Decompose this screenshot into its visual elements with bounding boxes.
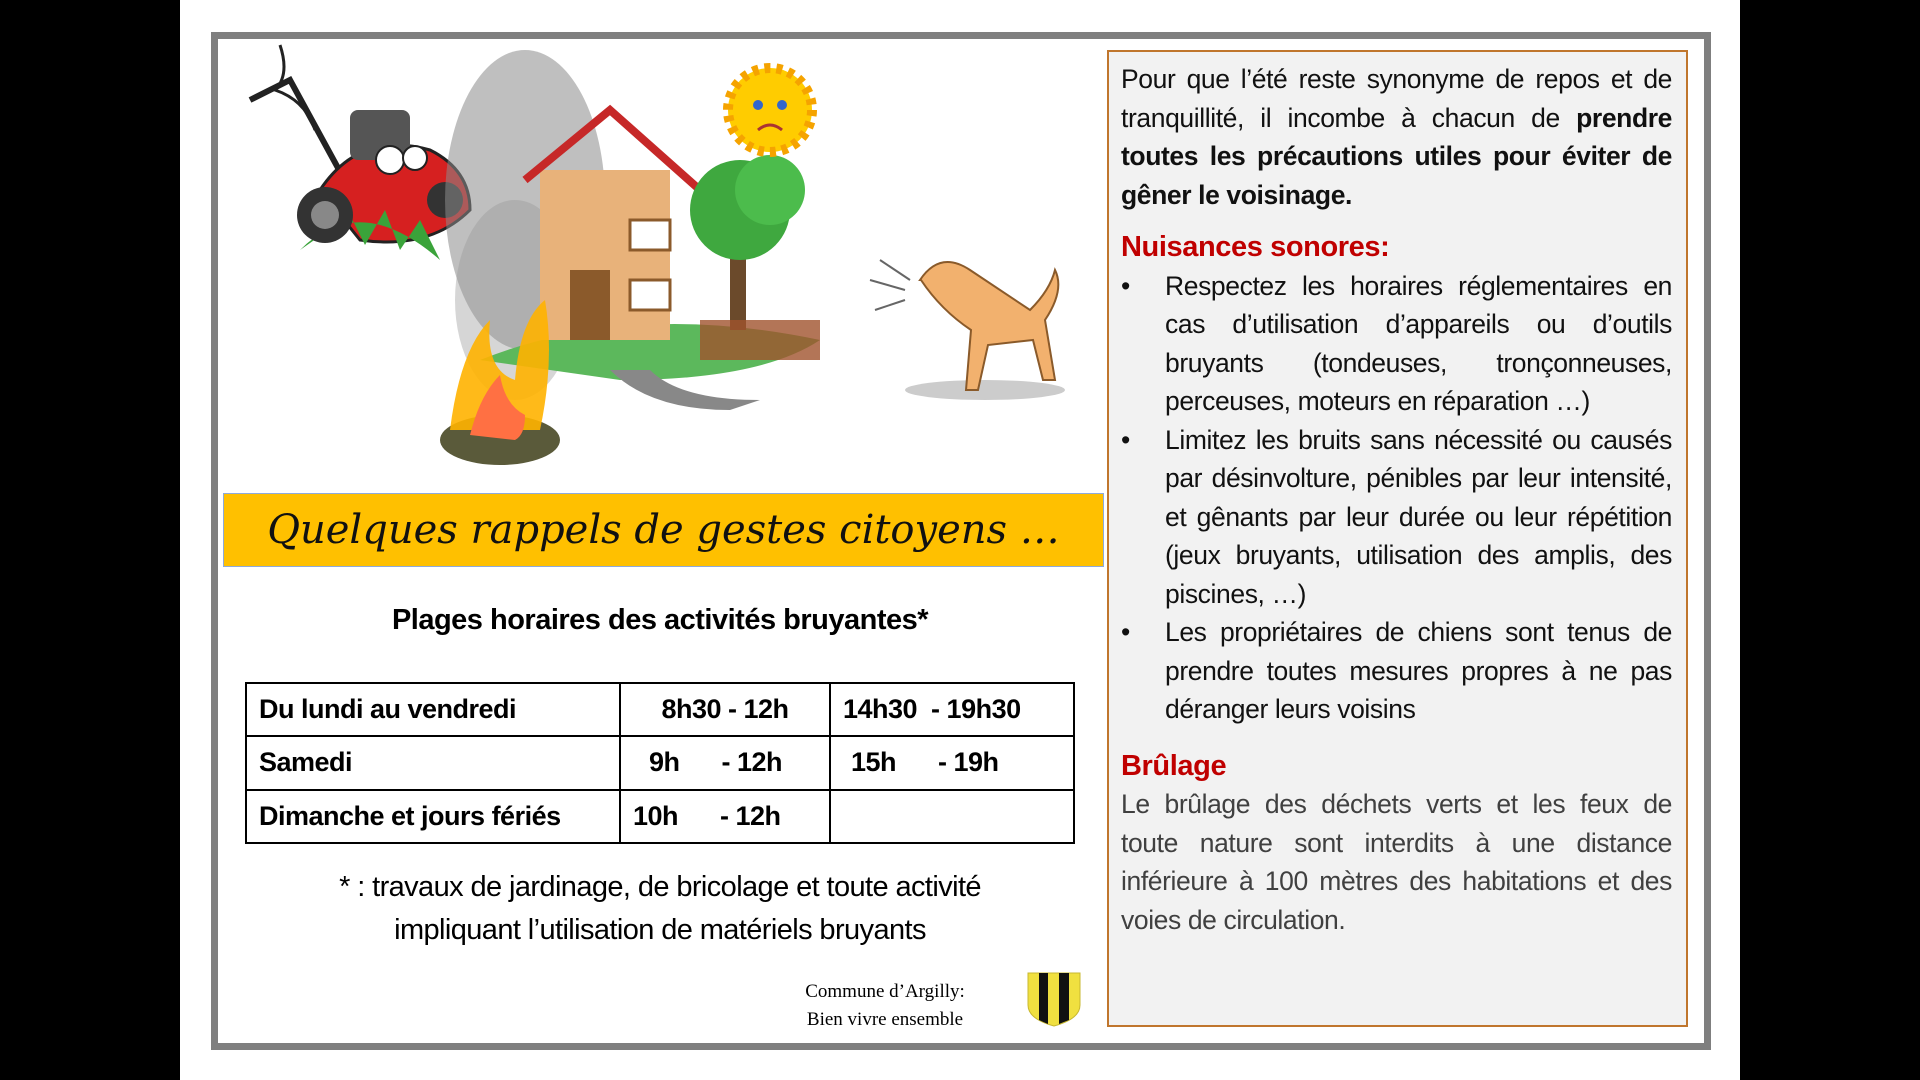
noise-heading: Nuisances sonores: xyxy=(1121,231,1390,263)
burn-heading: Brûlage xyxy=(1121,749,1227,782)
morning-cell: 10h - 12h xyxy=(619,788,831,845)
day-cell: Du lundi au vendredi xyxy=(245,681,621,738)
signature-line: Bien vivre ensemble xyxy=(806,1009,964,1030)
signature: Commune d’Argilly: Bien vivre ensemble xyxy=(770,978,1000,1034)
signature-line: Commune d’Argilly: xyxy=(805,981,965,1002)
table-row: Samedi 9h - 12h 15h - 19h xyxy=(245,735,1075,791)
intro-paragraph: Pour que l’été reste synonyme de repos e… xyxy=(1121,60,1672,214)
banner-title: Quelques rappels de gestes citoyens … xyxy=(267,507,1060,553)
tree-icon xyxy=(690,155,820,360)
afternoon-cell: 15h - 19h xyxy=(829,735,1075,791)
day-cell: Samedi xyxy=(245,735,621,791)
info-panel: Pour que l’été reste synonyme de repos e… xyxy=(1107,50,1688,1027)
schedule-title: Plages horaires des activités bruyantes* xyxy=(391,604,929,636)
footnote-line: impliquant l’utilisation de matériels br… xyxy=(394,914,926,946)
footnote: * : travaux de jardinage, de bricolage e… xyxy=(245,866,1075,952)
afternoon-cell xyxy=(829,788,1075,845)
morning-cell: 8h30 - 12h xyxy=(619,681,831,738)
list-item: Respectez les horaires réglementaires en… xyxy=(1121,267,1672,421)
lawnmower-icon xyxy=(248,44,472,260)
footnote-line: * : travaux de jardinage, de bricolage e… xyxy=(339,871,981,903)
list-item: Limitez les bruits sans nécessité ou cau… xyxy=(1121,421,1672,614)
afternoon-cell: 14h30 - 19h30 xyxy=(829,681,1075,738)
sun-icon xyxy=(723,63,817,157)
intro-bold-text: prendre toutes les précautions utiles po… xyxy=(1121,102,1672,210)
table-row: Du lundi au vendredi 8h30 - 12h 14h30 - … xyxy=(245,681,1075,738)
list-item: Les propriétaires de chiens sont tenus d… xyxy=(1121,613,1672,729)
intro-text: Pour que l’été reste synonyme de repos e… xyxy=(1121,64,1672,133)
day-cell: Dimanche et jours fériés xyxy=(245,788,621,845)
morning-cell: 9h - 12h xyxy=(619,735,831,791)
fire-icon xyxy=(440,300,560,465)
table-row: Dimanche et jours fériés 10h - 12h xyxy=(245,788,1075,845)
noise-list: Respectez les horaires réglementaires en… xyxy=(1121,267,1672,729)
burn-text: Le brûlage des déchets verts et les feux… xyxy=(1121,789,1672,935)
shield-icon xyxy=(1027,972,1081,1027)
illustration xyxy=(248,44,1065,465)
dog-icon xyxy=(869,259,1065,400)
title-banner: Quelques rappels de gestes citoyens … xyxy=(223,493,1104,567)
schedule-table: Du lundi au vendredi 8h30 - 12h 14h30 - … xyxy=(245,681,1075,845)
